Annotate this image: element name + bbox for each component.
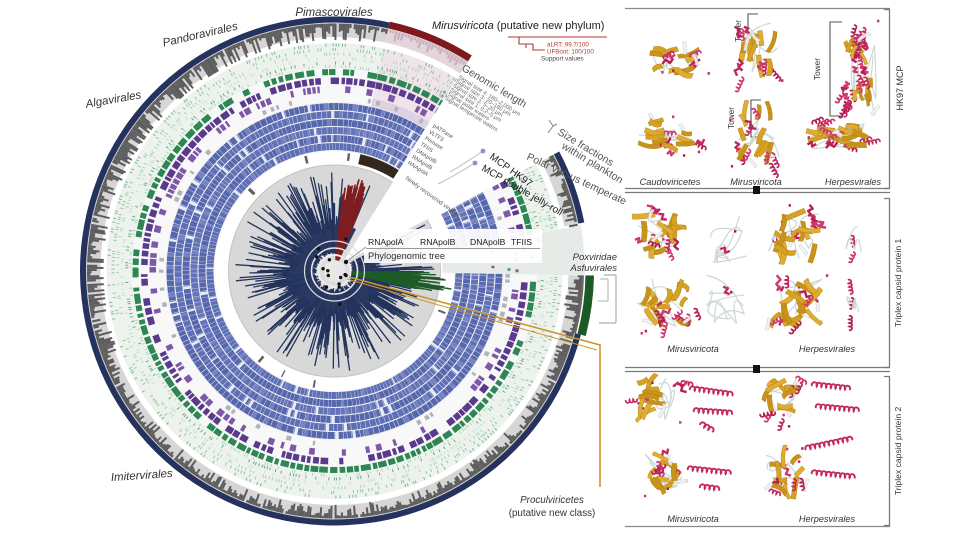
svg-text:(putative new class): (putative new class) [509, 508, 596, 519]
svg-text:HK97 MCP: HK97 MCP [895, 65, 905, 110]
svg-text:Triplex capsid protein 1: Triplex capsid protein 1 [893, 239, 903, 328]
svg-text:Mirusviricota (putative new ph: Mirusviricota (putative new phylum) [432, 20, 604, 32]
svg-text:Tower: Tower [727, 107, 736, 129]
svg-text:Herpesvirales: Herpesvirales [825, 177, 882, 187]
svg-text:Phylogenomic tree: Phylogenomic tree [368, 251, 445, 261]
svg-text:Proculviricetes: Proculviricetes [520, 495, 584, 506]
svg-text:Tower: Tower [813, 58, 822, 80]
svg-text:RNApolB: RNApolB [420, 237, 456, 247]
svg-text:DNApolB: DNApolB [470, 237, 506, 247]
svg-text:Support values: Support values [541, 56, 584, 63]
svg-text:Poxviridae: Poxviridae [573, 252, 617, 263]
svg-text:Herpesvirales: Herpesvirales [799, 344, 856, 354]
svg-text:Caudoviricetes: Caudoviricetes [640, 177, 701, 187]
svg-text:Imitervirales: Imitervirales [110, 468, 173, 484]
svg-text:Mirusviricota: Mirusviricota [730, 177, 782, 187]
svg-text:Asfuvirales: Asfuvirales [570, 263, 618, 274]
svg-text:TFIIS: TFIIS [511, 237, 532, 247]
svg-text:Herpesvirales: Herpesvirales [799, 514, 856, 524]
svg-text:Mirusviricota: Mirusviricota [667, 514, 719, 524]
svg-text:Triplex capsid protein 2: Triplex capsid protein 2 [893, 407, 903, 496]
svg-text:Mirusviricota: Mirusviricota [667, 344, 719, 354]
svg-text:Pimascovirales: Pimascovirales [295, 7, 373, 19]
svg-text:aLRT: 99.7/100: aLRT: 99.7/100 [547, 42, 589, 49]
svg-text:UFBoot: 100/100: UFBoot: 100/100 [547, 49, 594, 56]
svg-text:RNApolA: RNApolA [368, 237, 404, 247]
